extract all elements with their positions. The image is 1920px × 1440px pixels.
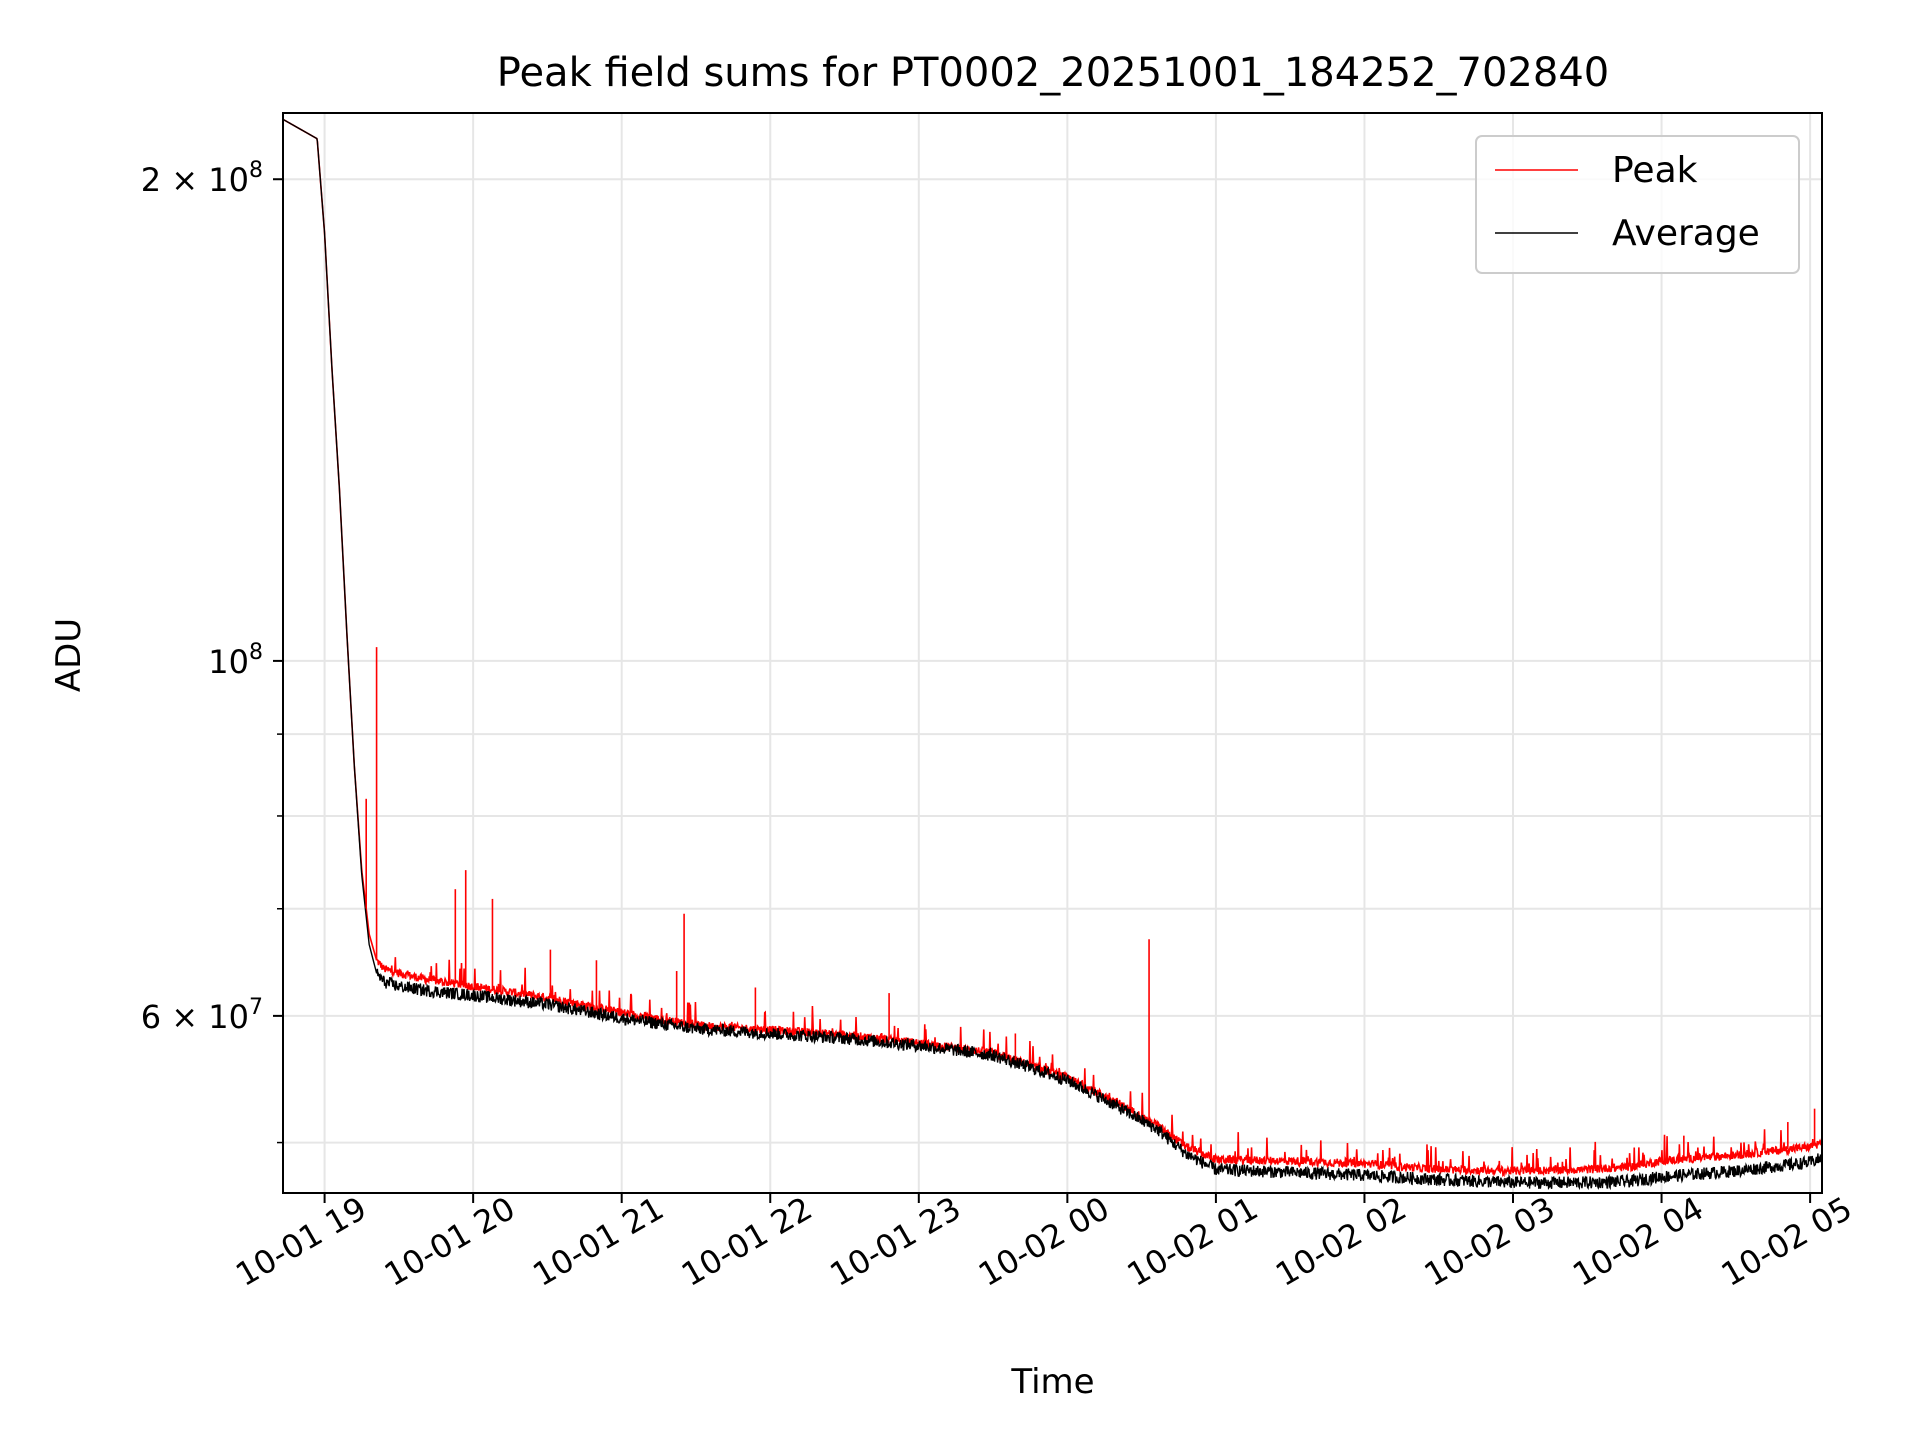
average-series-line bbox=[283, 118, 1822, 1191]
y-tick-label: 6 × 107 bbox=[141, 995, 263, 1036]
legend: Peak Average bbox=[1475, 135, 1800, 274]
grid-lines bbox=[283, 113, 1822, 1193]
y-tick-label: 108 bbox=[208, 640, 263, 681]
y-axis-label: ADU bbox=[49, 618, 89, 692]
plot-area bbox=[283, 118, 1822, 1191]
legend-peak-label: Peak bbox=[1612, 150, 1698, 191]
axes-frame bbox=[282, 112, 1823, 1194]
y-tick-label: 2 × 108 bbox=[141, 158, 263, 199]
legend-average-label: Average bbox=[1612, 213, 1760, 254]
x-axis-label: Time bbox=[1010, 1362, 1094, 1402]
chart-title: Peak field sums for PT0002_20251001_1842… bbox=[497, 50, 1609, 96]
